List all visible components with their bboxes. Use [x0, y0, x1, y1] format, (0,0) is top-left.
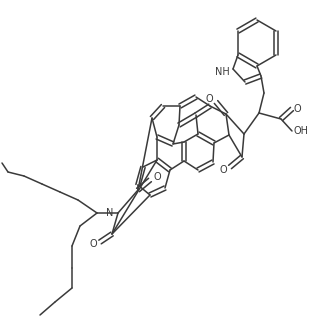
Text: O: O: [294, 104, 302, 114]
Text: O: O: [153, 172, 161, 182]
Text: NH: NH: [215, 67, 230, 77]
Text: O: O: [219, 165, 227, 175]
Text: O: O: [205, 94, 213, 104]
Text: O: O: [89, 239, 97, 249]
Text: N: N: [106, 208, 113, 218]
Text: OH: OH: [294, 126, 309, 136]
